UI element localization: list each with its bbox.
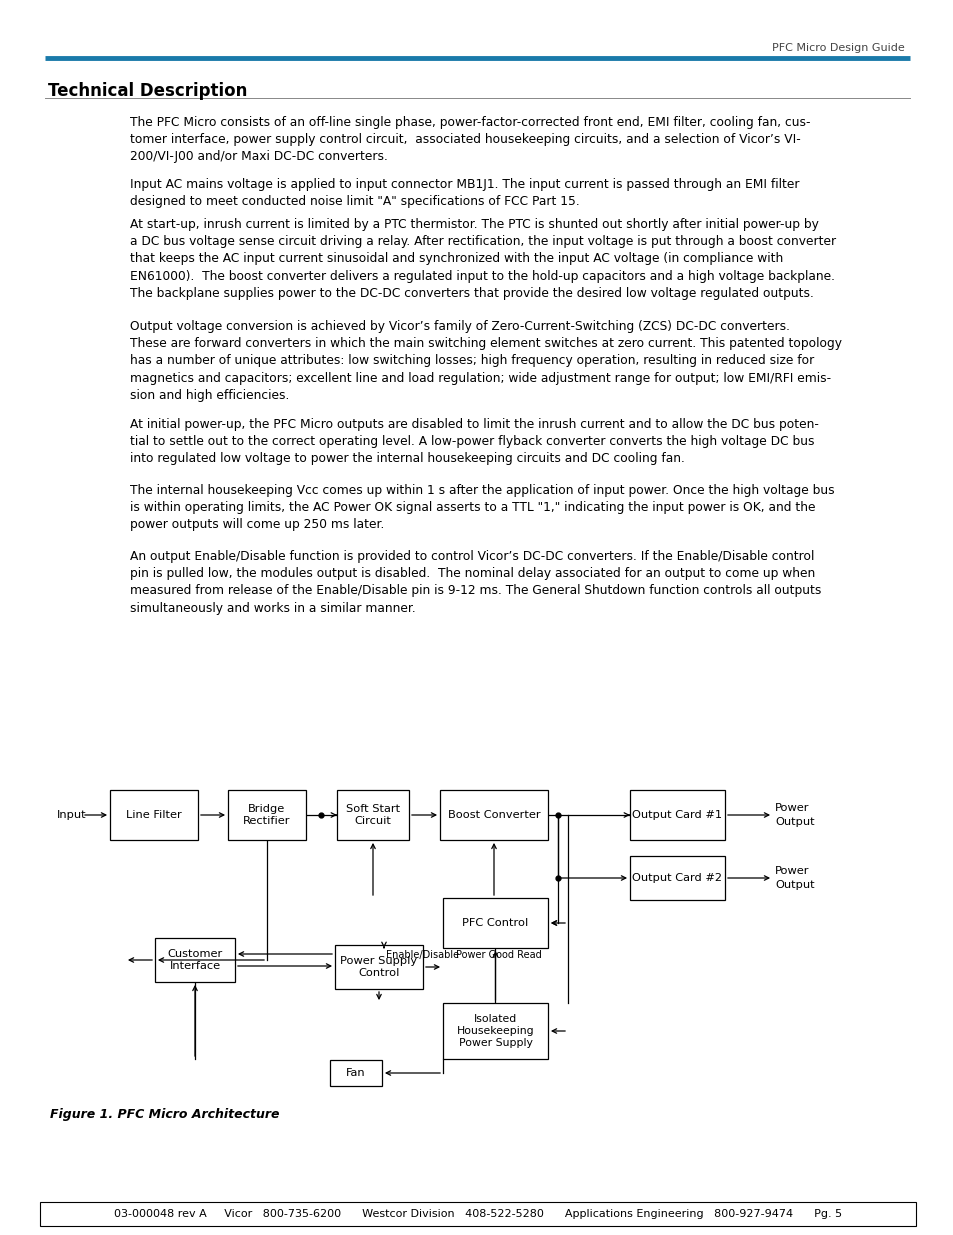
Text: Output Card #2: Output Card #2 — [632, 873, 721, 883]
Text: Power: Power — [774, 803, 809, 813]
Text: PFC Micro Design Guide: PFC Micro Design Guide — [771, 43, 904, 53]
Bar — [154, 939, 234, 982]
Bar — [110, 790, 198, 840]
Text: Output voltage conversion is achieved by Vicor’s family of Zero-Current-Switchin: Output voltage conversion is achieved by… — [130, 320, 841, 401]
Text: Power Good Read: Power Good Read — [456, 950, 541, 960]
Text: PFC Control: PFC Control — [462, 918, 528, 927]
Text: Power: Power — [774, 866, 809, 876]
Text: Isolated
Housekeeping
Power Supply: Isolated Housekeeping Power Supply — [456, 1014, 534, 1047]
Text: Output Card #1: Output Card #1 — [632, 810, 721, 820]
Text: Output: Output — [774, 881, 814, 890]
Bar — [336, 790, 409, 840]
Text: Line Filter: Line Filter — [126, 810, 182, 820]
Text: The PFC Micro consists of an off-line single phase, power-factor-corrected front: The PFC Micro consists of an off-line si… — [130, 116, 810, 163]
Text: Power Supply
Control: Power Supply Control — [340, 956, 417, 978]
Text: Figure 1. PFC Micro Architecture: Figure 1. PFC Micro Architecture — [50, 1108, 279, 1121]
Bar — [442, 898, 547, 948]
Text: The internal housekeeping Vcc comes up within 1 s after the application of input: The internal housekeeping Vcc comes up w… — [130, 484, 834, 531]
Bar — [40, 1202, 915, 1226]
Text: Enable/Disable: Enable/Disable — [386, 950, 458, 960]
Text: Output: Output — [774, 818, 814, 827]
Bar — [335, 945, 422, 989]
Bar — [228, 790, 306, 840]
Bar — [330, 1060, 381, 1086]
Bar — [439, 790, 547, 840]
Text: Customer
Interface: Customer Interface — [167, 950, 222, 971]
Text: Input: Input — [57, 810, 87, 820]
Bar — [442, 1003, 547, 1058]
Bar — [629, 790, 724, 840]
Text: At start-up, inrush current is limited by a PTC thermistor. The PTC is shunted o: At start-up, inrush current is limited b… — [130, 219, 835, 300]
Text: An output Enable/Disable function is provided to control Vicor’s DC-DC converter: An output Enable/Disable function is pro… — [130, 550, 821, 615]
Text: 03-000048 rev A     Vicor   800-735-6200      Westcor Division   408-522-5280   : 03-000048 rev A Vicor 800-735-6200 Westc… — [113, 1209, 841, 1219]
Text: At initial power-up, the PFC Micro outputs are disabled to limit the inrush curr: At initial power-up, the PFC Micro outpu… — [130, 417, 818, 466]
Bar — [629, 856, 724, 900]
Text: Fan: Fan — [346, 1068, 365, 1078]
Text: Boost Converter: Boost Converter — [447, 810, 539, 820]
Text: Input AC mains voltage is applied to input connector MB1J1. The input current is: Input AC mains voltage is applied to inp… — [130, 178, 799, 209]
Text: Bridge
Rectifier: Bridge Rectifier — [243, 804, 291, 826]
Text: Soft Start
Circuit: Soft Start Circuit — [346, 804, 399, 826]
Text: Technical Description: Technical Description — [48, 82, 247, 100]
